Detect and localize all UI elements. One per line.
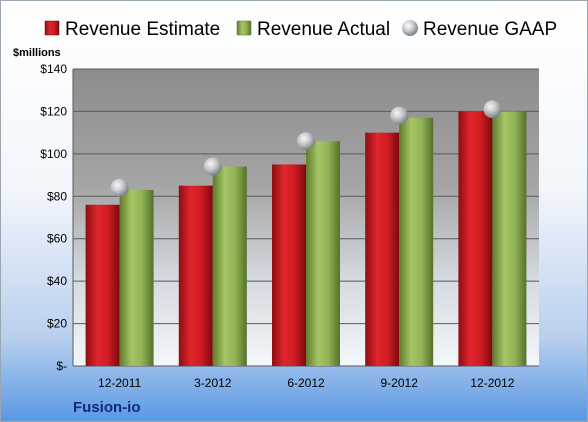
- legend-swatch-actual: [236, 20, 252, 36]
- y-tick-label: $120: [40, 104, 67, 118]
- y-tick-label: $60: [47, 232, 67, 246]
- x-tick-label: 12-2012: [470, 376, 514, 390]
- legend-item-revenue-gaap: Revenue GAAP: [402, 19, 557, 40]
- bar-revenue-actual: [212, 166, 247, 366]
- bar-revenue-estimate: [365, 132, 400, 366]
- legend-item-revenue-actual: Revenue Actual: [236, 19, 390, 40]
- marker-revenue-gaap: [297, 132, 315, 151]
- y-tick-label: $20: [47, 317, 67, 331]
- legend-marker-gaap: [402, 20, 418, 36]
- bar-revenue-estimate: [458, 111, 493, 366]
- x-tick-label: 9-2012: [381, 376, 419, 390]
- y-tick-label: $80: [47, 189, 67, 203]
- bar-revenue-actual: [399, 117, 434, 367]
- legend-label-actual: Revenue Actual: [257, 19, 390, 40]
- x-tick-label: 3-2012: [194, 376, 232, 390]
- y-tick-label: $40: [47, 274, 67, 288]
- bar-revenue-actual: [119, 189, 154, 366]
- marker-revenue-gaap: [390, 106, 409, 125]
- marker-revenue-gaap: [203, 157, 222, 176]
- bars: [85, 111, 527, 367]
- legend-item-revenue-estimate: Revenue Estimate: [44, 19, 220, 40]
- bar-revenue-estimate: [85, 204, 120, 366]
- x-tick-label: 12-2011: [98, 376, 141, 390]
- bar-revenue-estimate: [178, 185, 213, 366]
- y-axis-ticks: $- $20 $40 $60 $80 $100 $120 $140: [40, 62, 67, 373]
- legend: Revenue Estimate Revenue Actual Revenue …: [44, 19, 557, 40]
- bar-revenue-estimate: [272, 164, 306, 366]
- y-tick-label: $140: [40, 62, 67, 76]
- legend-label-gaap: Revenue GAAP: [423, 19, 557, 40]
- bar-revenue-actual: [306, 141, 340, 366]
- bar-revenue-actual: [492, 111, 527, 366]
- marker-revenue-gaap: [483, 100, 502, 119]
- marker-revenue-gaap: [110, 178, 129, 197]
- y-tick-label: $-: [56, 359, 67, 373]
- x-axis-ticks: 12-2011 3-2012 6-2012 9-2012 12-2012: [98, 376, 515, 390]
- gaap-markers: [110, 100, 502, 197]
- x-tick-label: 6-2012: [287, 376, 325, 390]
- company-name: Fusion-io: [73, 399, 141, 416]
- y-tick-label: $100: [40, 147, 67, 161]
- legend-label-estimate: Revenue Estimate: [65, 19, 220, 40]
- legend-swatch-estimate: [44, 20, 60, 36]
- y-axis-unit-label: $millions: [13, 47, 61, 59]
